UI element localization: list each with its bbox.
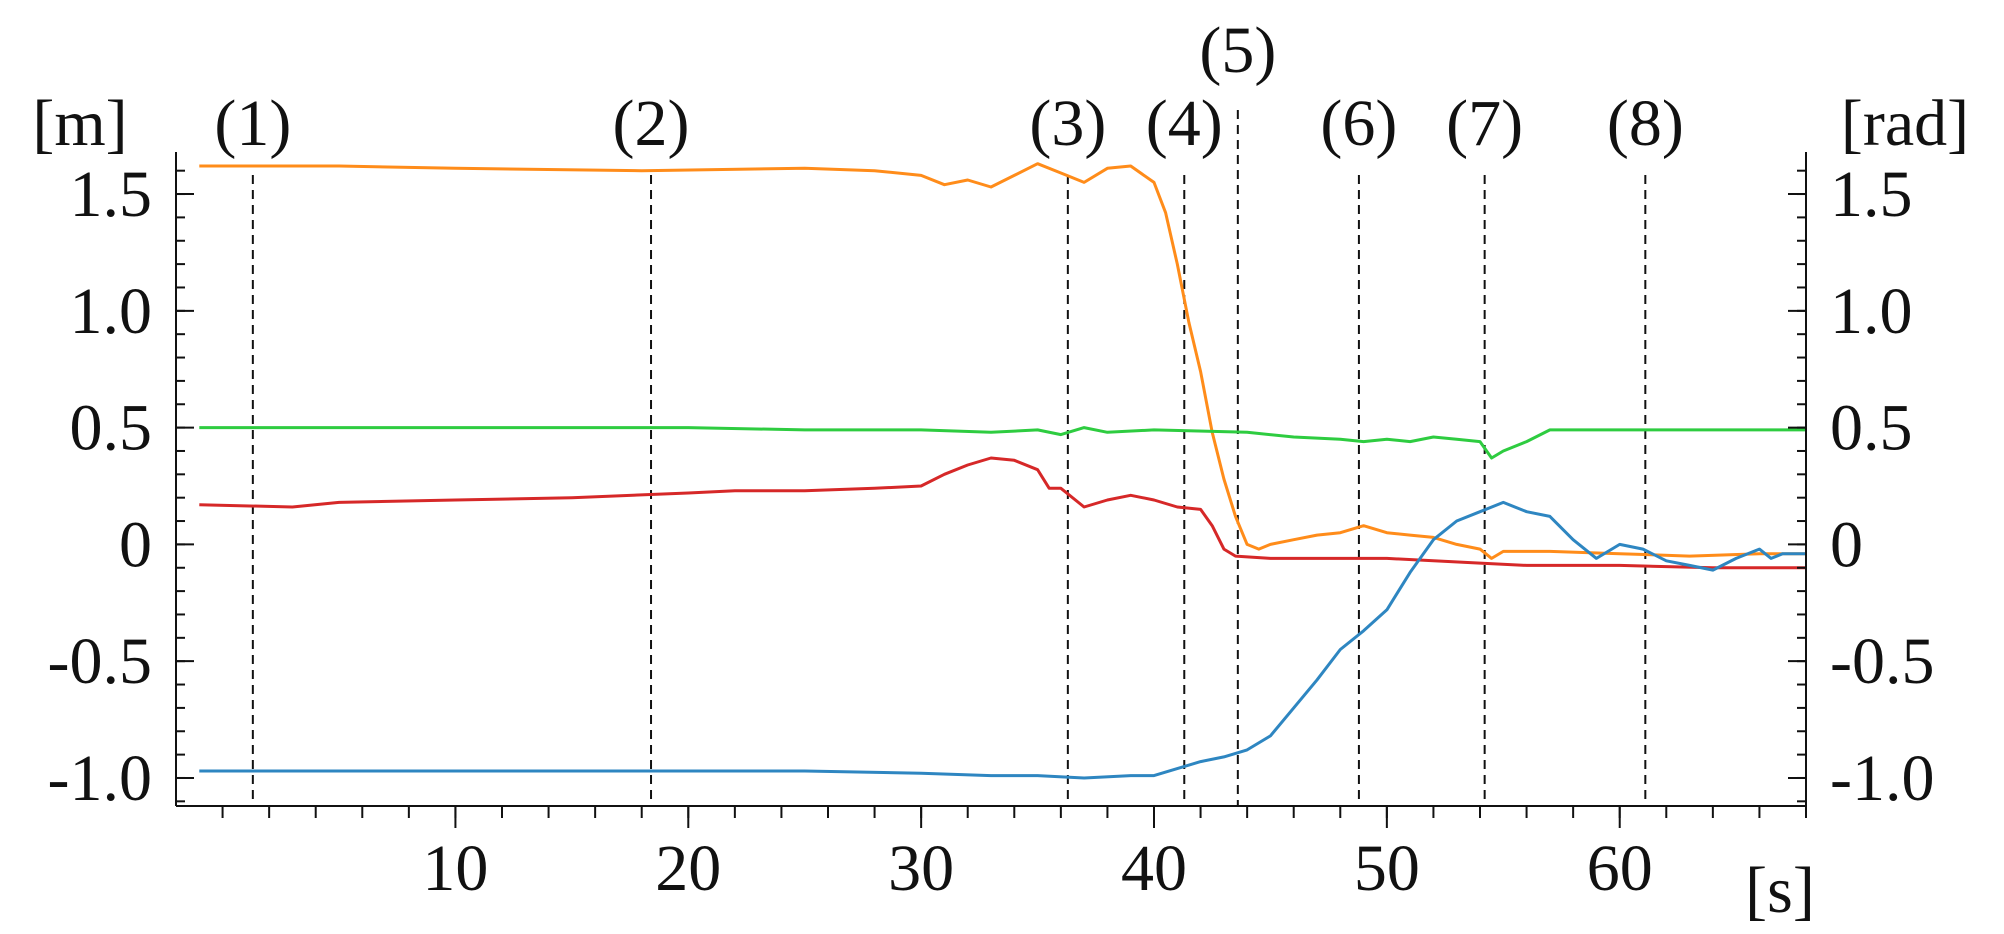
x-tick-label: 60: [1587, 832, 1653, 905]
event-label: (4): [1146, 87, 1223, 160]
event-label: (7): [1446, 87, 1523, 160]
event-label: (1): [214, 87, 291, 160]
y-tick-label-left: 0: [119, 508, 152, 581]
event-markers: (1) (2) (3) (4)(5) (6) (7) (8): [214, 14, 1684, 806]
event-label: (8): [1607, 87, 1684, 160]
y-tick-label-right: 1.0: [1830, 275, 1913, 348]
y-tick-label-left: -0.5: [48, 625, 152, 698]
series-line: [199, 500, 1806, 780]
y-tick-label-right: 0: [1830, 508, 1863, 581]
event-label: (2): [613, 87, 690, 160]
data-series: [199, 162, 1806, 780]
x-axis-unit: [s]: [1745, 854, 1815, 927]
x-tick-label: 10: [422, 832, 488, 905]
labels: [m] [rad] [s]: [32, 87, 1969, 927]
y-tick-label-right: 1.5: [1830, 158, 1913, 231]
y-tick-label-right: -1.0: [1830, 742, 1934, 815]
ticks: 1.5 1.5 1.0 1.0 0.5 0.5 0 0 -0.5 -0.5 -1.0 -1.0 10 20…: [48, 158, 1935, 905]
event-label: (6): [1320, 87, 1397, 160]
axes: [175, 152, 1807, 807]
y-tick-label-left: -1.0: [48, 742, 152, 815]
y-tick-label-left: 1.5: [70, 158, 153, 231]
x-tick-label: 40: [1121, 832, 1187, 905]
event-label: (3): [1029, 87, 1106, 160]
y-tick-label-right: -0.5: [1830, 625, 1934, 698]
x-tick-label: 30: [888, 832, 954, 905]
y-tick-label-left: 0.5: [70, 392, 153, 465]
x-tick-label: 50: [1354, 832, 1420, 905]
y-tick-label-right: 0.5: [1830, 392, 1913, 465]
series-line: [199, 456, 1806, 570]
x-tick-label: 20: [655, 832, 721, 905]
left-axis-unit: [m]: [32, 87, 127, 160]
right-axis-unit: [rad]: [1841, 87, 1969, 160]
y-tick-label-left: 1.0: [70, 275, 153, 348]
event-label: (5): [1199, 14, 1276, 87]
series-line: [199, 426, 1806, 460]
